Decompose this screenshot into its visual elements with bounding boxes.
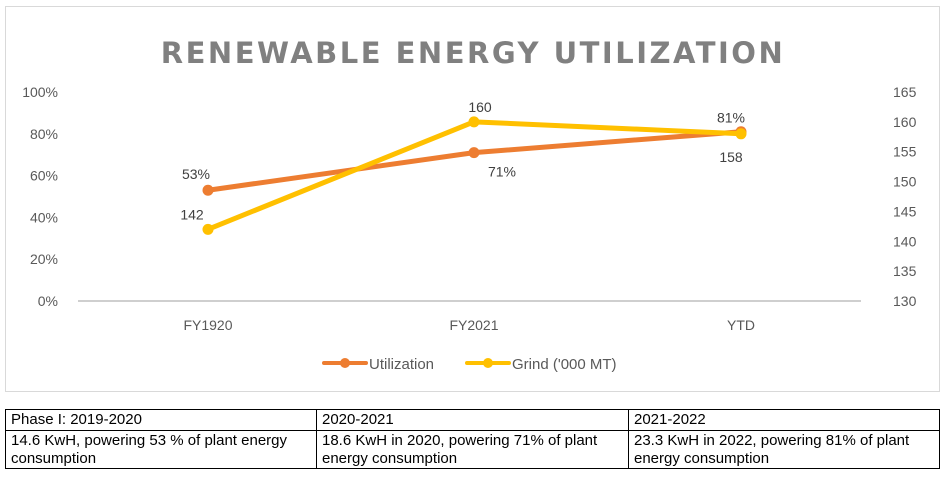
data-label: 160: [468, 99, 492, 115]
right-axis-tick-label: 130: [893, 293, 917, 309]
x-axis-tick-label: FY2021: [449, 317, 498, 333]
left-axis-tick-label: 60%: [30, 168, 58, 184]
data-point-marker: [735, 128, 747, 140]
data-point-marker: [202, 184, 214, 196]
data-point-marker: [202, 223, 214, 235]
data-point-marker: [468, 147, 480, 159]
legend-label: Utilization: [369, 356, 434, 373]
legend-label: Grind ('000 MT): [512, 356, 617, 373]
table-header-cell: Phase I: 2019-2020: [5, 409, 317, 431]
left-axis-tick-label: 0%: [38, 293, 58, 309]
axis-layer: 0% 20% 40% 60% 80% 100% 130 135 140 145 150 155 160 1…: [22, 84, 916, 333]
left-axis-tick-label: 100%: [22, 84, 58, 100]
legend-marker: [483, 358, 493, 368]
right-axis-tick-label: 160: [893, 114, 917, 130]
right-axis-tick-label: 165: [893, 84, 917, 100]
left-axis-tick-label: 20%: [30, 251, 58, 267]
legend-marker: [340, 358, 350, 368]
data-label: 158: [719, 149, 743, 165]
data-label: 142: [180, 206, 204, 222]
right-axis-tick-label: 145: [893, 203, 917, 219]
table-cell: 18.6 KwH in 2020, powering 71% of plant …: [316, 430, 629, 469]
right-axis-tick-label: 155: [893, 144, 917, 160]
left-axis-tick-label: 80%: [30, 126, 58, 142]
legend: Utilization Grind ('000 MT): [322, 356, 617, 373]
data-point-marker: [468, 116, 480, 128]
left-axis-tick-label: 40%: [30, 209, 58, 225]
table-cell: 23.3 KwH in 2022, powering 81% of plant …: [628, 430, 940, 469]
data-label: 53%: [182, 166, 210, 182]
data-label: 71%: [488, 164, 516, 180]
table-cell: 14.6 KwH, powering 53 % of plant energy …: [5, 430, 317, 469]
table-row: 14.6 KwH, powering 53 % of plant energy …: [5, 430, 940, 469]
right-axis-tick-label: 135: [893, 263, 917, 279]
data-label: 81%: [717, 110, 745, 126]
chart-title: RENEWABLE ENERGY UTILIZATION: [161, 36, 785, 70]
x-axis-tick-label: FY1920: [183, 317, 232, 333]
table-header-cell: 2020-2021: [316, 409, 629, 431]
series-layer: [202, 116, 747, 235]
right-axis-tick-label: 140: [893, 233, 917, 249]
right-axis-tick-label: 150: [893, 174, 917, 190]
table-header-cell: 2021-2022: [628, 409, 940, 431]
info-table: Phase I: 2019-2020 2020-2021 2021-2022 1…: [5, 409, 940, 469]
table-header-row: Phase I: 2019-2020 2020-2021 2021-2022: [5, 409, 940, 431]
chart-canvas: RENEWABLE ENERGY UTILIZATION 0% 20% 40% 60%…: [22, 36, 916, 373]
chart-frame: RENEWABLE ENERGY UTILIZATION 0% 20% 40% 60%…: [5, 6, 940, 392]
data-label-layer: 53% 71% 81% 142 160 158: [180, 99, 745, 222]
x-axis-tick-label: YTD: [727, 317, 755, 333]
series-line-utilization: [205, 129, 744, 193]
